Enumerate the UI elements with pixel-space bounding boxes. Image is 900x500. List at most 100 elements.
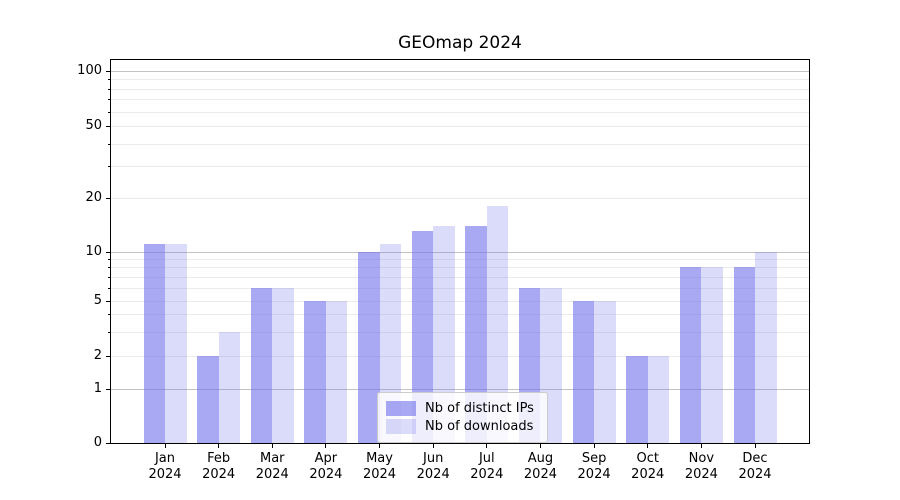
x-tick [754, 444, 756, 448]
minor-gridline [111, 88, 809, 90]
x-tick [325, 444, 327, 448]
x-tick-year: 2024 [202, 466, 236, 482]
chart-title: GEOmap 2024 [398, 33, 522, 53]
x-tick-year: 2024 [309, 466, 343, 482]
y-tick-label: 2 [93, 348, 102, 364]
legend-entry-downloads: Nb of downloads [386, 419, 534, 434]
bar-nov-downloads [701, 267, 723, 443]
x-tick-year: 2024 [255, 466, 289, 482]
y-minor-tick [108, 287, 110, 289]
minor-gridline [111, 331, 809, 333]
x-tick-year: 2024 [362, 466, 397, 482]
x-tick-year: 2024 [577, 466, 611, 482]
legend-label-downloads: Nb of downloads [425, 419, 534, 434]
y-minor-tick [108, 166, 110, 168]
bar-apr-distinct-ips [304, 300, 326, 443]
x-tick-year: 2024 [470, 466, 504, 482]
legend-swatch-downloads [386, 419, 416, 434]
minor-gridline [111, 111, 809, 113]
minor-gridline [111, 314, 809, 316]
y-tick [106, 198, 110, 200]
bar-mar-distinct-ips [250, 287, 273, 443]
plot-area: Nb of distinct IPs Nb of downloads [110, 59, 810, 444]
bar-apr-downloads [325, 300, 348, 443]
x-tick-label-jan: Jan 2024 [123, 451, 207, 482]
bar-oct-downloads [647, 356, 670, 443]
x-tick-month: Mar [260, 451, 285, 466]
y-tick [106, 71, 110, 72]
x-tick [486, 444, 488, 448]
x-tick-month: Jul [478, 451, 495, 466]
bar-feb-downloads [218, 331, 241, 443]
minor-gridline [111, 267, 809, 269]
minor-gridline [111, 79, 809, 81]
bar-jul-downloads [486, 206, 509, 443]
x-tick [271, 444, 273, 448]
legend-label-distinct-ips: Nb of distinct IPs [425, 401, 534, 416]
y-tick-label: 20 [85, 190, 102, 206]
bar-jun-downloads [433, 225, 455, 443]
bar-jul-distinct-ips [465, 225, 487, 443]
x-tick-year: 2024 [684, 466, 718, 482]
minor-gridline [111, 166, 809, 168]
bar-jun-distinct-ips [411, 231, 434, 443]
y-tick-label: 50 [85, 118, 102, 133]
bar-oct-distinct-ips [626, 356, 648, 443]
y-tick-label: 100 [77, 63, 102, 78]
x-tick-year: 2024 [148, 466, 182, 482]
y-minor-tick [108, 111, 110, 113]
x-tick [700, 444, 702, 448]
y-tick [106, 356, 110, 358]
x-tick-month: Dec [742, 451, 768, 466]
x-tick-month: Aug [527, 451, 554, 466]
x-tick-month: Sep [581, 451, 607, 466]
bar-nov-distinct-ips [679, 267, 702, 443]
bar-mar-downloads [272, 287, 294, 443]
y-minor-tick [108, 79, 110, 81]
legend-swatch-distinct-ips [386, 401, 416, 416]
minor-gridline [111, 258, 809, 260]
x-tick-label-jun: Jun 2024 [391, 451, 475, 482]
y-minor-tick [108, 99, 110, 101]
y-tick-label: 5 [93, 292, 102, 308]
major-gridline [111, 71, 809, 72]
y-tick [106, 443, 110, 444]
minor-gridline [111, 356, 809, 358]
x-tick-month: May [366, 451, 393, 466]
bar-sep-distinct-ips [572, 300, 595, 443]
bar-may-distinct-ips [358, 251, 380, 443]
x-tick-month: Nov [688, 451, 715, 466]
minor-gridline [111, 99, 809, 101]
x-tick-label-sep: Sep 2024 [552, 451, 636, 482]
x-tick-label-feb: Feb 2024 [177, 451, 261, 482]
y-tick-label: 1 [93, 381, 102, 396]
bar-jan-downloads [165, 244, 187, 443]
minor-gridline [111, 276, 809, 278]
x-tick-month: Apr [314, 451, 338, 466]
x-tick-label-nov: Nov 2024 [659, 451, 743, 482]
x-tick [593, 444, 595, 448]
y-minor-tick [108, 88, 110, 90]
minor-gridline [111, 143, 809, 145]
x-tick-year: 2024 [416, 466, 450, 482]
y-tick [106, 300, 110, 302]
minor-gridline [111, 287, 809, 289]
x-tick-label-jul: Jul 2024 [445, 451, 529, 482]
major-gridline [111, 389, 809, 390]
x-tick-label-dec: Dec 2024 [713, 451, 797, 482]
x-tick-label-may: May 2024 [338, 451, 422, 482]
major-gridline [111, 251, 809, 253]
x-tick [218, 444, 220, 448]
minor-gridline [111, 300, 809, 302]
x-tick-month: Oct [636, 451, 659, 466]
minor-gridline [111, 126, 809, 127]
y-tick-label: 0 [93, 435, 102, 450]
y-minor-tick [108, 331, 110, 333]
y-tick [106, 126, 110, 127]
y-minor-tick [108, 143, 110, 145]
x-tick [164, 444, 166, 448]
x-tick [379, 444, 381, 448]
x-tick-label-apr: Apr 2024 [284, 451, 368, 482]
y-minor-tick [108, 267, 110, 269]
